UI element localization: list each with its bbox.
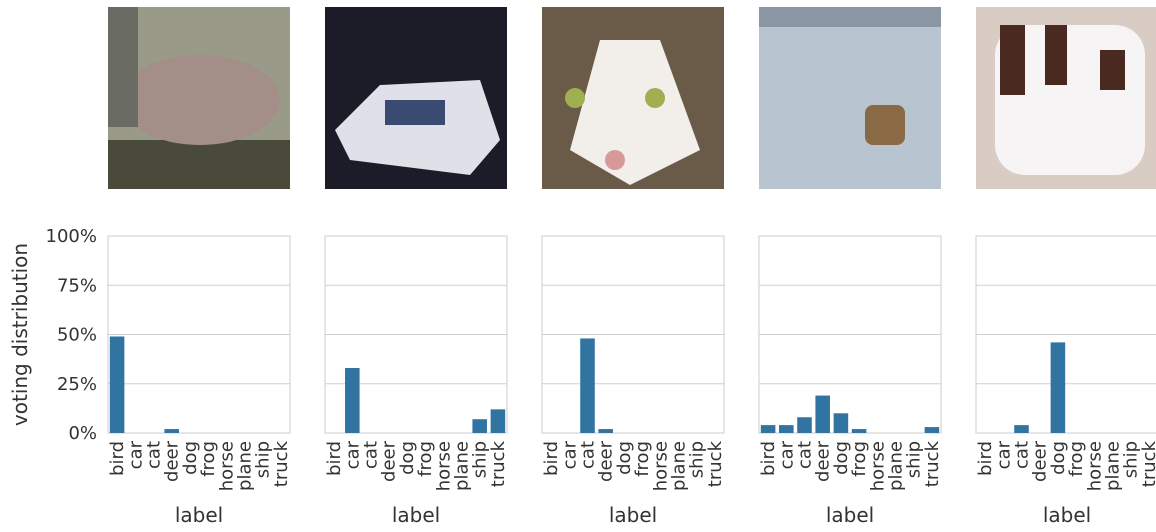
y-tick-label: 100% [46,226,97,247]
image-frog [759,7,941,189]
bar [779,425,794,433]
x-tick-label: frog [1066,441,1087,477]
x-tick-label: dog [1048,441,1069,475]
x-tick-label: truck [488,440,509,487]
x-tick-label: bird [541,441,562,476]
x-tick-label: cat [361,441,382,469]
x-tick-label: bird [107,441,128,476]
x-axis-label: label [1043,503,1091,527]
x-tick-label: ship [687,441,708,478]
x-tick-label: dog [397,441,418,475]
x-tick-label: bird [975,441,996,476]
x-tick-label: deer [813,440,834,482]
x-tick-label: car [125,440,146,469]
plot-frame [541,235,725,434]
x-tick-label: ship [1121,441,1142,478]
x-tick-label: ship [253,441,274,478]
y-axis-label: voting distribution [8,243,32,426]
x-tick-label: truck [271,440,292,487]
x-tick-label: horse [216,441,237,491]
x-tick-label: plane [235,441,256,491]
y-tick-label: 25% [57,374,97,395]
x-tick-label: car [776,440,797,469]
x-axis-label: label [826,503,874,527]
x-tick-label: dog [831,441,852,475]
bar [1050,342,1066,433]
x-tick-label: plane [886,441,907,491]
bar [815,395,830,433]
x-tick-label: dog [180,441,201,475]
bar [833,413,849,433]
y-tick-label: 75% [57,275,97,296]
x-tick-label: cat [578,441,599,469]
x-tick-label: horse [867,441,888,491]
x-tick-label: frog [849,441,870,477]
x-tick-label: frog [415,441,436,477]
x-tick-label: deer [379,440,400,482]
x-tick-label: bird [758,441,779,476]
x-tick-label: cat [144,441,165,469]
plot-frame [975,235,1156,434]
x-tick-label: horse [433,441,454,491]
x-tick-label: horse [650,441,671,491]
bar [924,427,940,433]
x-tick-label: cat [795,441,816,469]
image-bird [108,7,290,189]
x-tick-label: horse [1084,441,1105,491]
x-tick-label: ship [470,441,491,478]
x-axis-label: label [392,503,440,527]
plot-frame [324,235,508,434]
x-tick-label: car [342,440,363,469]
x-axis-label: label [609,503,657,527]
x-tick-label: car [993,440,1014,469]
bar [472,419,487,433]
image-cat [542,7,724,189]
x-tick-label: plane [669,441,690,491]
image-dog [976,7,1156,189]
bar [580,338,595,433]
bar [760,425,776,433]
x-tick-label: truck [705,440,726,487]
x-tick-label: bird [324,441,345,476]
plot-frame [107,235,291,434]
bar [598,429,613,433]
x-tick-label: dog [614,441,635,475]
x-tick-label: truck [1139,440,1156,487]
x-tick-label: car [559,440,580,469]
x-tick-label: deer [596,440,617,482]
image-car [325,7,507,189]
x-tick-label: truck [922,440,943,487]
bar [490,409,506,433]
x-tick-label: plane [1103,441,1124,491]
bar [345,367,360,433]
x-tick-label: frog [632,441,653,477]
plot-frame [758,235,942,434]
x-tick-label: ship [904,441,925,478]
y-tick-label: 0% [68,423,97,444]
bar [109,336,125,433]
bar [851,429,867,433]
bar [797,417,812,433]
x-tick-label: cat [1012,441,1033,469]
bar [1014,425,1029,433]
x-tick-label: deer [162,440,183,482]
x-tick-label: deer [1030,440,1051,482]
x-tick-label: frog [198,441,219,477]
bar [164,429,179,433]
x-tick-label: plane [452,441,473,491]
y-tick-label: 50% [57,325,97,346]
x-axis-label: label [175,503,223,527]
